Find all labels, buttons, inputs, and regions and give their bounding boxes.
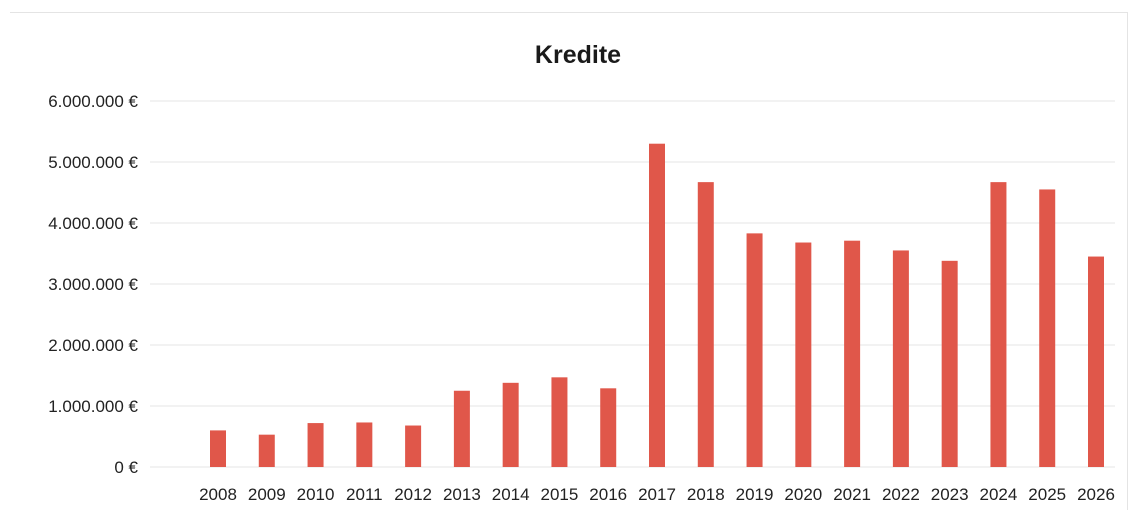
gridlines bbox=[150, 100, 1115, 468]
bar-2012 bbox=[405, 425, 422, 467]
bar-2014 bbox=[502, 382, 519, 467]
bar-2017 bbox=[649, 143, 665, 467]
x-tick-label: 2024 bbox=[980, 485, 1018, 504]
x-tick-label: 2011 bbox=[346, 485, 383, 504]
bar-2010 bbox=[307, 423, 324, 467]
x-tick-label: 2009 bbox=[248, 485, 286, 504]
bar-2018 bbox=[697, 182, 714, 467]
y-tick-label: 5.000.000 € bbox=[48, 153, 138, 172]
bars bbox=[210, 143, 1104, 467]
bar-2008 bbox=[210, 430, 226, 467]
x-tick-label: 2023 bbox=[931, 485, 969, 504]
x-tick-label: 2018 bbox=[687, 485, 725, 504]
x-tick-label: 2008 bbox=[199, 485, 237, 504]
x-axis-ticks: 2008 2009 2010 2011 2012 2013 2014 2015 2016 2017… bbox=[199, 485, 1115, 504]
bar-2011 bbox=[356, 422, 373, 467]
bar-2015 bbox=[551, 377, 568, 467]
bar-2009 bbox=[258, 434, 275, 467]
x-tick-label: 2016 bbox=[589, 485, 627, 504]
x-tick-label: 2015 bbox=[541, 485, 579, 504]
x-tick-label: 2022 bbox=[882, 485, 920, 504]
x-tick-label: 2025 bbox=[1028, 485, 1066, 504]
bar-2019 bbox=[746, 233, 763, 467]
bar-2021 bbox=[844, 240, 861, 467]
y-tick-label: 6.000.000 € bbox=[48, 92, 138, 111]
bar-2020 bbox=[795, 242, 812, 467]
x-tick-label: 2010 bbox=[297, 485, 335, 504]
x-tick-label: 2014 bbox=[492, 485, 530, 504]
x-tick-label: 2021 bbox=[833, 485, 871, 504]
x-tick-label: 2017 bbox=[638, 485, 676, 504]
bar-2022 bbox=[892, 250, 909, 467]
y-tick-label: 4.000.000 € bbox=[48, 214, 138, 233]
bar-2024 bbox=[990, 182, 1007, 467]
bar-2025 bbox=[1039, 189, 1056, 467]
y-tick-label: 0 € bbox=[114, 458, 138, 477]
x-tick-label: 2013 bbox=[443, 485, 481, 504]
bar-2026 bbox=[1088, 256, 1104, 467]
x-tick-label: 2012 bbox=[394, 485, 432, 504]
y-tick-label: 1.000.000 € bbox=[48, 397, 138, 416]
y-tick-label: 3.000.000 € bbox=[48, 275, 138, 294]
y-axis-ticks: 0 € 1.000.000 € 2.000.000 € 3.000.000 € 4.00… bbox=[48, 92, 138, 477]
bar-2016 bbox=[600, 388, 617, 467]
bar-2013 bbox=[453, 390, 470, 467]
chart-title: Kredite bbox=[535, 41, 621, 69]
x-tick-label: 2020 bbox=[784, 485, 822, 504]
x-tick-label: 2026 bbox=[1077, 485, 1115, 504]
x-tick-label: 2019 bbox=[736, 485, 774, 504]
chart-frame bbox=[10, 12, 1128, 510]
bar-2023 bbox=[941, 260, 958, 467]
y-tick-label: 2.000.000 € bbox=[48, 336, 138, 355]
